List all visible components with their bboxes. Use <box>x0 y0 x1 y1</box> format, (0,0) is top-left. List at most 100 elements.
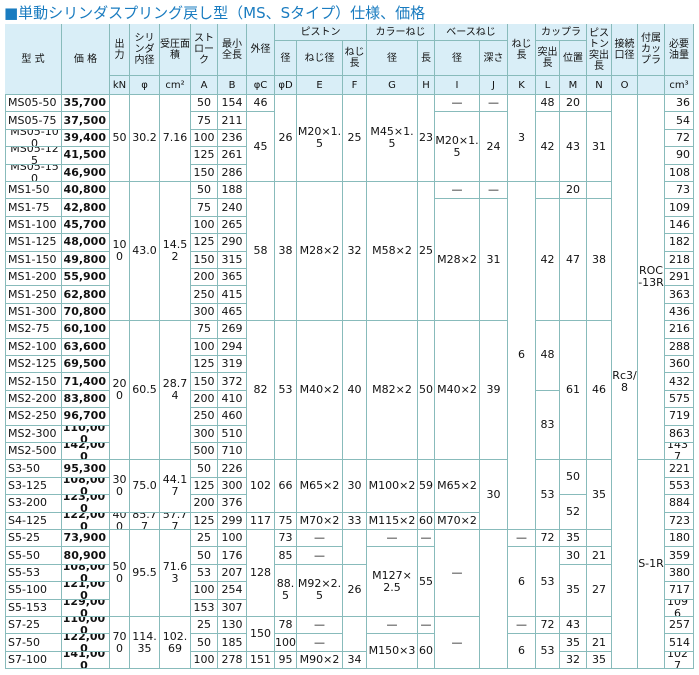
table-cell: 73 <box>665 182 694 200</box>
table-cell: M58×2 <box>367 182 418 322</box>
table-cell: 500 <box>110 530 130 617</box>
table-cell: MS05-150 <box>5 164 62 182</box>
table-cell: 42 <box>536 112 560 182</box>
table-cell: 35 <box>560 634 587 652</box>
table-cell: 365 <box>218 269 247 287</box>
header-cell: 価 格 <box>62 24 110 95</box>
table-cell: S5-153 <box>5 599 62 617</box>
table-cell: 53 <box>191 564 218 583</box>
table-cell: S3-50 <box>5 460 62 478</box>
table-cell: 35 <box>560 564 587 617</box>
table-cell: 200 <box>110 321 130 461</box>
table-cell: MS2-100 <box>5 338 62 356</box>
table-cell: 300 <box>191 303 218 322</box>
table-cell: 376 <box>218 495 247 513</box>
table-cell: 25 <box>191 617 218 635</box>
table-cell: 200 <box>191 390 218 409</box>
table-cell: 71.63 <box>160 530 191 617</box>
table-cell: 100 <box>191 582 218 600</box>
table-cell: 75 <box>275 512 297 530</box>
table-cell: 25 <box>418 182 435 322</box>
table-cell: 291 <box>665 269 694 287</box>
table-cell: 150 <box>191 251 218 269</box>
table-cell: 30.2 <box>130 95 160 182</box>
table-cell: 415 <box>218 286 247 304</box>
table-cell: 300 <box>110 460 130 513</box>
table-cell: 21 <box>587 634 612 652</box>
table-cell: 55 <box>418 547 435 617</box>
table-cell: 319 <box>218 356 247 374</box>
table-cell: MS2-150 <box>5 373 62 391</box>
table-cell: M100×2 <box>367 460 418 513</box>
header-cell: 径 <box>367 41 418 76</box>
header-cell: 受圧面積 <box>160 24 191 76</box>
table-cell: 33 <box>343 512 367 530</box>
table-cell: 372 <box>218 373 247 391</box>
table-cell: 20 <box>560 95 587 113</box>
table-cell: 226 <box>218 460 247 478</box>
header-cell: カラーねじ <box>367 24 435 41</box>
table-cell: 48,000 <box>62 234 110 252</box>
table-cell: 26 <box>343 564 367 617</box>
table-cell: 36 <box>665 95 694 113</box>
table-cell: 200 <box>191 495 218 513</box>
table-cell: 363 <box>665 286 694 304</box>
table-cell: 35 <box>587 651 612 670</box>
table-cell: 150 <box>247 617 275 652</box>
table-cell: ROC-13R <box>638 95 665 461</box>
table-cell: S5-50 <box>5 547 62 565</box>
table-cell: 575 <box>665 390 694 409</box>
table-cell: 75.0 <box>130 460 160 513</box>
table-cell: 20 <box>560 182 587 200</box>
table-cell: 500 <box>191 443 218 461</box>
table-cell: 121,000 <box>62 582 110 600</box>
table-cell: S7-25 <box>5 617 62 635</box>
table-cell: 95,300 <box>62 460 110 478</box>
table-cell: MS2-200 <box>5 390 62 409</box>
table-cell: — <box>435 182 480 200</box>
table-cell: — <box>508 617 536 635</box>
header-cell: 突出長 <box>536 41 560 76</box>
table-cell: 180 <box>665 530 694 548</box>
table-cell: — <box>435 617 480 670</box>
table-cell: 360 <box>665 356 694 374</box>
table-cell: M40×2 <box>435 321 480 461</box>
table-cell: MS1-100 <box>5 216 62 235</box>
blank-cell <box>587 617 612 635</box>
table-cell: 108 <box>665 164 694 182</box>
table-cell: 48 <box>536 95 560 113</box>
table-cell: 38 <box>275 182 297 322</box>
table-cell: 55,900 <box>62 269 110 287</box>
header-cell: 長 <box>418 41 435 76</box>
table-cell: 43 <box>560 112 587 182</box>
table-cell: 73,900 <box>62 530 110 548</box>
table-cell: MS05-125 <box>5 147 62 165</box>
table-cell: 27 <box>587 564 612 617</box>
table-cell: 250 <box>191 286 218 304</box>
table-cell: S5-53 <box>5 564 62 583</box>
table-cell: S3-125 <box>5 477 62 496</box>
table-cell: 50 <box>110 95 130 182</box>
table-cell: 100 <box>191 216 218 235</box>
table-cell: 53 <box>275 321 297 461</box>
header-cell: ピストン <box>275 24 367 41</box>
table-cell: MS2-125 <box>5 356 62 374</box>
table-cell: 400 <box>110 512 130 530</box>
table-cell: 73 <box>275 530 297 548</box>
header-cell: 出力 <box>110 24 130 76</box>
table-cell: 250 <box>191 408 218 426</box>
table-cell: 218 <box>665 251 694 269</box>
table-cell: 514 <box>665 634 694 652</box>
table-cell: 32 <box>560 651 587 670</box>
table-cell: 125 <box>191 512 218 530</box>
table-cell: 150 <box>191 164 218 182</box>
table-cell: 188 <box>218 182 247 200</box>
table-cell: 108,000 <box>62 477 110 496</box>
table-cell: 71,400 <box>62 373 110 391</box>
table-cell: 83 <box>536 390 560 461</box>
table-cell: 21 <box>587 547 612 565</box>
table-cell: S-1R <box>638 460 665 670</box>
header-cell: 必要油量 <box>665 24 694 76</box>
table-cell: 35 <box>587 460 612 530</box>
table-cell: 39,400 <box>62 129 110 148</box>
